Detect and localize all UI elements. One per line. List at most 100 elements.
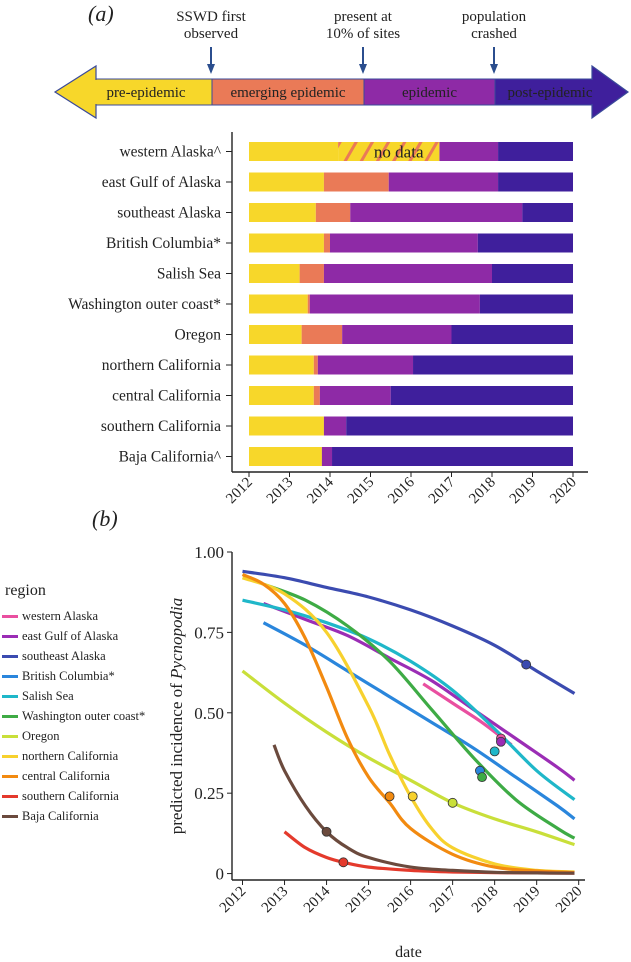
bar-5-post-epidemic (479, 294, 573, 314)
series-marker-9 (338, 857, 349, 868)
series-marker-8 (384, 791, 395, 802)
bar-row-label-4: Salish Sea (157, 266, 221, 283)
bar-x-tick-label-3: 2015 (345, 475, 378, 508)
annotation-0-line-1: observed (184, 26, 239, 42)
annotation-arrow-head-2 (490, 64, 498, 74)
bar-9-pre-epidemic (249, 416, 324, 436)
line-y-tick-label-0: 0 (216, 865, 225, 884)
legend-items: western Alaska east Gulf of Alaska southea… (2, 606, 162, 826)
annotation-arrow-head-1 (359, 64, 367, 74)
bar-x-tick-label-6: 2018 (466, 475, 499, 508)
legend-item: Oregon (2, 726, 162, 746)
bar-1-post-epidemic (498, 172, 573, 192)
bar-2-pre-epidemic (249, 203, 316, 222)
series-marker-5 (477, 772, 487, 782)
bar-2-epidemic (350, 203, 523, 222)
legend-label: British Columbia* (22, 668, 115, 683)
bar-row-label-10: Baja California^ (119, 449, 222, 466)
bar-2-emerging-epidemic (315, 203, 351, 222)
bar-5-emerging-epidemic (307, 294, 310, 314)
line-x-tick-label-8: 2020 (553, 884, 586, 917)
bar-4-epidemic (323, 264, 492, 283)
bar-6-post-epidemic (451, 325, 573, 344)
series-line-5 (262, 582, 576, 840)
bar-row-label-0: western Alaska^ (119, 144, 221, 161)
legend-swatch (2, 734, 18, 738)
bar-row-label-6: Oregon (175, 327, 222, 344)
arrow-segment-2 (363, 78, 496, 106)
phase-label-0: pre-epidemic (106, 85, 185, 101)
annotation-2-line-0: population (462, 9, 527, 25)
legend-item: central California (2, 766, 162, 786)
region-legend: region western Alaska east Gulf of Alaska… (2, 582, 162, 826)
bar-3-pre-epidemic (249, 233, 324, 253)
bar-10-pre-epidemic (249, 447, 322, 466)
annotation-arrow-head-0 (207, 64, 215, 74)
annotation-2-line-1: crashed (471, 26, 517, 42)
legend-item: western Alaska (2, 606, 162, 626)
bar-6-pre-epidemic (249, 325, 302, 344)
series-line-8 (241, 573, 575, 875)
legend-swatch (2, 674, 18, 678)
legend-item: east Gulf of Alaska (2, 626, 162, 646)
bar-8-epidemic (319, 386, 391, 405)
series-marker-4 (489, 746, 500, 757)
legend-swatch (2, 814, 18, 818)
legend-swatch (2, 754, 18, 758)
bar-3-epidemic (330, 233, 478, 253)
arrow-joint-right (590, 80, 593, 104)
line-x-tick-label-1: 2013 (259, 884, 292, 917)
bar-x-tick-label-5: 2017 (426, 474, 459, 507)
phase-arrow: pre-epidemic emerging epidemic epidemic pos… (53, 64, 630, 120)
bar-6-epidemic (342, 325, 452, 344)
bar-8-post-epidemic (390, 386, 573, 405)
legend-swatch (2, 614, 18, 618)
annotation-1-line-1: 10% of sites (326, 26, 400, 42)
bar-5-pre-epidemic (249, 294, 308, 314)
bar-x-tick-label-7: 2019 (507, 475, 540, 508)
legend-swatch (2, 794, 18, 798)
series-marker-7 (407, 791, 418, 802)
line-x-tick-label-3: 2015 (343, 884, 376, 917)
legend-swatch (2, 634, 18, 638)
arrow-left-head (53, 64, 97, 120)
bar-10-post-epidemic (332, 447, 573, 466)
bar-row-label-3: British Columbia* (106, 235, 221, 252)
arrow-segment-3 (494, 78, 593, 106)
bar-7-epidemic (317, 355, 414, 375)
legend-label: southeast Alaska (22, 648, 106, 663)
phase-bar-chart: western Alaska^ no data east Gulf of Alask… (68, 132, 588, 507)
annotation-1-line-0: present at (334, 9, 393, 25)
bar-no-data-0 (338, 142, 440, 161)
line-y-axis-title-italic: Pycnopodia (167, 598, 186, 680)
line-x-tick-label-5: 2017 (427, 883, 460, 916)
bar-row-label-8: central California (112, 388, 221, 405)
legend-label: central California (22, 768, 110, 783)
series-marker-6 (447, 797, 458, 808)
bar-3-post-epidemic (477, 233, 573, 253)
bar-x-tick-label-0: 2012 (223, 475, 256, 508)
bar-5-epidemic (309, 294, 480, 314)
series-marker-1 (496, 736, 506, 747)
phase-label-2: epidemic (402, 85, 457, 101)
legend-label: northern California (22, 748, 119, 763)
bar-3-emerging-epidemic (323, 233, 330, 253)
series-line-10 (272, 744, 575, 875)
line-x-tick-label-2: 2014 (301, 883, 334, 916)
legend-label: Salish Sea (22, 688, 74, 703)
legend-title: region (5, 582, 46, 599)
line-y-tick-label-2: 0.50 (194, 704, 224, 723)
bar-x-tick-label-2: 2014 (304, 474, 337, 507)
legend-label: western Alaska (22, 608, 99, 623)
line-y-tick-label-1: 0.25 (194, 784, 224, 803)
bar-6-emerging-epidemic (301, 325, 343, 344)
bar-0-post-epidemic (498, 142, 573, 161)
legend-label: southern California (22, 788, 119, 803)
arrow-right-head (591, 64, 630, 120)
no-data-label: no data (374, 143, 424, 162)
bar-x-tick-label-8: 2020 (547, 475, 580, 508)
line-x-tick-label-4: 2016 (385, 883, 418, 916)
legend-label: Oregon (22, 728, 60, 743)
incidence-line-chart: 0 0.25 0.50 0.75 1.00 2012 2013 2014 2015 2016 201… (167, 543, 586, 961)
